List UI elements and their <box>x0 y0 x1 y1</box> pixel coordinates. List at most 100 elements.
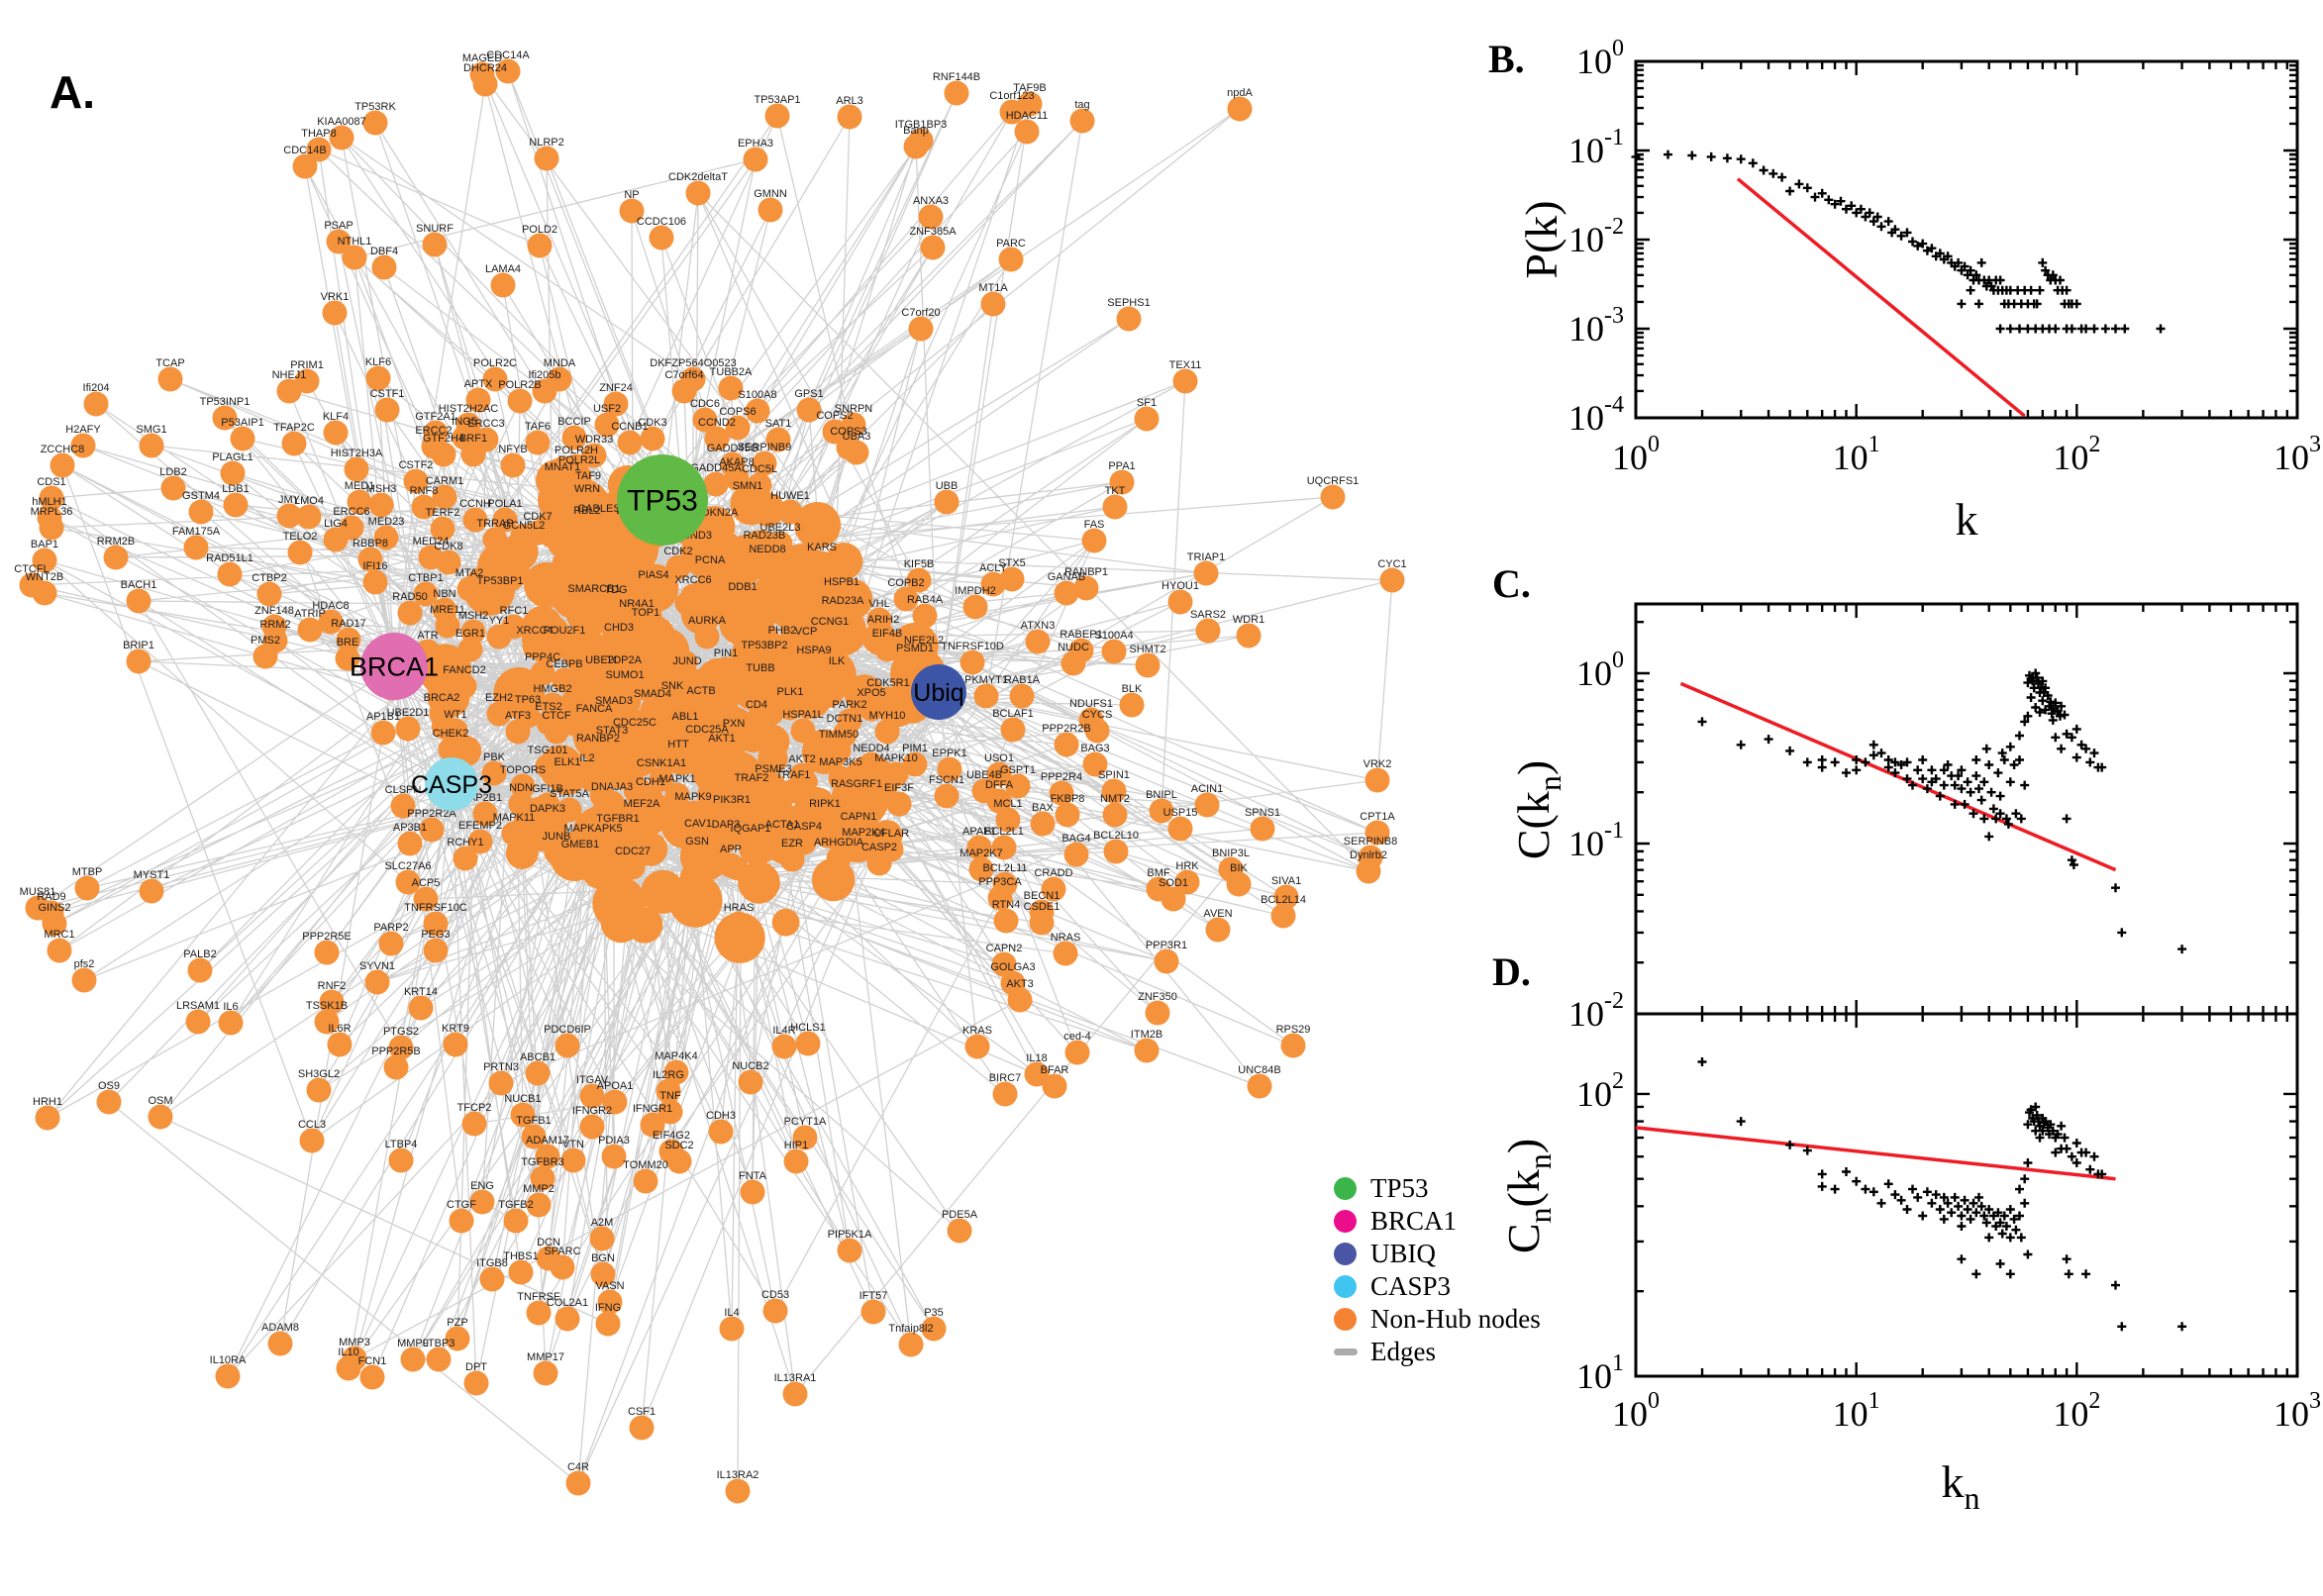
network-node <box>666 1148 692 1174</box>
network-node-label: PRIM1 <box>290 359 324 371</box>
network-node-label: PSMD1 <box>896 643 934 654</box>
y-tick-label: 10-3 <box>1568 303 1624 349</box>
network-node <box>535 753 560 779</box>
network-node <box>685 180 711 206</box>
network-node-label: EIF3F <box>884 782 914 794</box>
network-node-label: NUCB2 <box>732 1060 768 1072</box>
network-node-label: MYH10 <box>869 710 906 722</box>
network-node <box>50 452 75 478</box>
network-node <box>463 1370 489 1396</box>
legend-swatch-casp3 <box>1334 1275 1357 1298</box>
network-node-label: PDCD6IP <box>544 1024 591 1036</box>
network-node <box>299 1128 325 1153</box>
network-node <box>937 756 962 782</box>
network-node <box>665 554 691 580</box>
network-node <box>1167 589 1193 615</box>
network-node-label: GFI1B <box>532 783 563 795</box>
network-node-label: TRAF2 <box>735 772 769 784</box>
network-node <box>752 539 777 564</box>
network-node <box>423 938 449 963</box>
x-tick-label: 100 <box>1612 432 1660 477</box>
network-node-label: TERF2 <box>426 507 460 519</box>
network-node-label: CYC1 <box>1377 558 1406 570</box>
network-node-label: MEF2A <box>624 798 660 810</box>
network-node-label: CPT1A <box>1360 811 1395 823</box>
network-node-label: CTCFL <box>14 563 49 575</box>
network-node <box>617 430 643 455</box>
network-node <box>472 801 498 827</box>
network-node-label: BLK <box>1122 683 1143 695</box>
network-node <box>1024 1061 1050 1087</box>
network-node-label: WT1 <box>444 709 466 721</box>
legend-label: Edges <box>1370 1337 1436 1366</box>
network-node-label: ADAM8 <box>261 1322 299 1334</box>
network-node <box>704 426 730 451</box>
network-node <box>893 586 919 612</box>
network-node-label: CSNK1A1 <box>637 757 686 769</box>
network-node <box>1172 368 1198 394</box>
network-node <box>544 719 569 745</box>
network-node <box>851 836 876 861</box>
network-node-label: POLR2L <box>558 454 600 466</box>
network-node <box>32 580 57 606</box>
network-node-label: CSTF1 <box>370 388 405 400</box>
network-node-label: EPHA3 <box>738 138 773 150</box>
network-node <box>83 391 109 417</box>
network-node <box>649 766 674 792</box>
network-node <box>460 442 486 467</box>
network-node <box>521 1124 547 1149</box>
network-node-label: AP2B1 <box>468 792 502 804</box>
network-node <box>588 663 614 689</box>
network-node <box>633 1168 658 1194</box>
network-node <box>421 434 447 459</box>
network-node-label: MCL1 <box>993 798 1022 810</box>
legend-item-edges: Edges <box>1334 1336 1541 1368</box>
network-node <box>987 885 1013 911</box>
network-node <box>395 716 421 742</box>
network-node <box>708 1119 734 1145</box>
x-axis-title: kn <box>1942 1456 1980 1516</box>
network-node-label: IL6R <box>328 1023 351 1035</box>
axis-ticks <box>1636 604 2297 1016</box>
network-node <box>126 648 152 674</box>
network-node-label: MSH2 <box>458 610 489 622</box>
network-node-label: APTX <box>464 378 493 390</box>
network-node-label: PARP2 <box>373 922 408 934</box>
network-node-label: CHEK2 <box>433 728 469 740</box>
network-node <box>874 719 900 745</box>
network-node-label: TP53BP2 <box>741 640 787 651</box>
network-node-label: CSF1 <box>628 1406 656 1418</box>
network-node <box>620 854 646 880</box>
network-node-label: PARK2 <box>832 699 866 711</box>
network-node-label: NP <box>624 189 639 201</box>
network-node-label: YY1 <box>489 615 510 627</box>
network-node-label: TNFRSF10D <box>941 641 1004 652</box>
legend-item: TP53 <box>1334 1172 1541 1205</box>
network-node-label: CDS1 <box>37 476 65 488</box>
network-node <box>508 791 534 817</box>
network-node-label: UBE2I <box>585 654 617 666</box>
x-tick-label: 100 <box>1612 1388 1660 1434</box>
network-node <box>534 146 559 171</box>
network-node <box>326 229 352 254</box>
network-node <box>993 908 1019 934</box>
network-node <box>555 765 580 791</box>
network-node <box>1014 119 1040 145</box>
network-node-label: PPP2R2A <box>407 808 456 820</box>
network-node-label: LIG4 <box>324 518 348 530</box>
network-node <box>535 812 560 838</box>
network-node-label: LAMA4 <box>485 263 521 275</box>
network-node <box>314 1009 340 1035</box>
network-node <box>581 592 607 618</box>
network-node-label: NHEJ1 <box>272 369 307 381</box>
network-node-label: ERCC2 <box>415 425 452 437</box>
network-node-label: C7orf20 <box>901 307 940 319</box>
network-node <box>1041 876 1066 902</box>
network-node-label: GSPT1 <box>1000 764 1036 776</box>
network-node-label: TFCP2 <box>457 1102 492 1114</box>
network-node <box>215 1363 241 1389</box>
network-node <box>738 832 763 857</box>
